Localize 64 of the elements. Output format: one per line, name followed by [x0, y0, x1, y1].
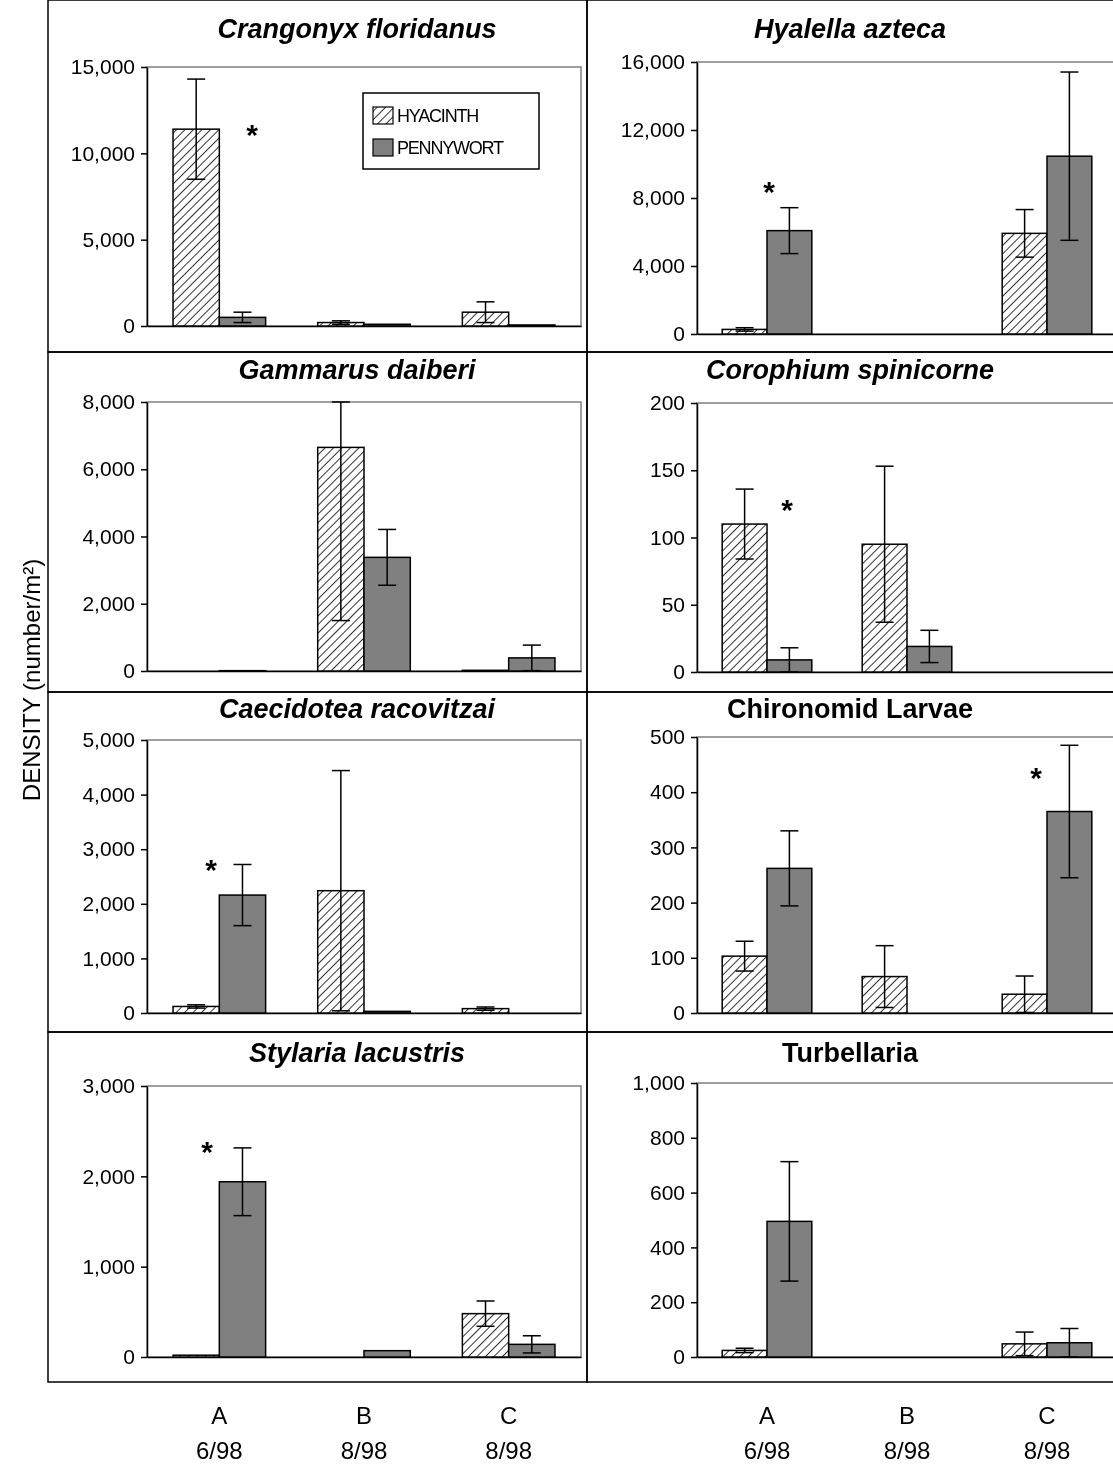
y-tick-label: 4,000 — [632, 254, 685, 278]
y-tick-label: 2,000 — [82, 591, 135, 615]
x-tick-label: C 8/98 — [485, 1402, 533, 1464]
y-tick-label: 1,000 — [82, 946, 135, 970]
y-tick-label: 0 — [123, 1001, 135, 1025]
x-tick-label: C 8/98 — [1023, 1402, 1071, 1464]
chart-title: Stylaria lacustris — [248, 1038, 466, 1068]
y-tick-label: 0 — [123, 1345, 135, 1369]
y-tick-label: 0 — [673, 660, 685, 684]
chart-title: Hyalella azteca — [753, 14, 947, 44]
annotation: * — [205, 853, 218, 886]
annotation: * — [1030, 761, 1043, 794]
y-tick-label: 500 — [649, 725, 685, 749]
x-tick-label: A 6/98 — [743, 1402, 791, 1464]
y-tick-label: 2,000 — [82, 892, 135, 916]
y-tick-label: 15,000 — [70, 55, 135, 79]
y-tick-label: 200 — [649, 1290, 685, 1314]
chart-title: Corophium spinicorne — [705, 355, 995, 385]
y-tick-label: 0 — [673, 1345, 685, 1369]
y-tick-label: 400 — [649, 780, 685, 804]
annotation: * — [246, 118, 259, 151]
y-tick-label: 200 — [649, 890, 685, 914]
y-tick-label: 0 — [673, 1001, 685, 1025]
chart-title: Gammarus daiberi — [238, 355, 477, 385]
x-tick-label: A 6/98 — [195, 1402, 243, 1464]
y-tick-label: 600 — [649, 1180, 685, 1204]
y-tick-label: 5,000 — [82, 227, 135, 251]
y-tick-label: 10,000 — [70, 141, 135, 165]
y-tick-label: 150 — [649, 458, 685, 482]
y-tick-label: 6,000 — [82, 457, 135, 481]
y-tick-label: 400 — [649, 1235, 685, 1259]
y-tick-label: 4,000 — [82, 782, 135, 806]
chart-title: Crangonyx floridanus — [217, 14, 497, 44]
y-tick-label: 0 — [673, 322, 685, 346]
y-tick-label: 100 — [649, 525, 685, 549]
y-tick-label: 2,000 — [82, 1164, 135, 1188]
y-tick-label: 1,000 — [82, 1254, 135, 1278]
x-tick-label: B 8/98 — [883, 1402, 931, 1464]
annotation: * — [763, 175, 776, 208]
y-tick-label: 1,000 — [632, 1071, 685, 1095]
y-tick-label: 50 — [661, 592, 685, 616]
y-tick-label: 4,000 — [82, 524, 135, 548]
annotation: * — [201, 1135, 214, 1168]
legend-label: HYACINTH — [397, 106, 479, 126]
y-tick-label: 0 — [123, 659, 135, 683]
y-tick-label: 12,000 — [620, 118, 685, 142]
y-axis-title: DENSITY (number/m²) — [18, 558, 45, 802]
legend-label: PENNYWORT — [397, 138, 505, 158]
y-tick-label: 8,000 — [632, 186, 685, 210]
annotation: * — [781, 493, 794, 526]
y-tick-label: 200 — [649, 391, 685, 415]
y-tick-label: 3,000 — [82, 837, 135, 861]
chart-title: Turbellaria — [781, 1038, 919, 1068]
y-tick-label: 3,000 — [82, 1074, 135, 1098]
y-tick-label: 5,000 — [82, 728, 135, 752]
x-tick-label: B 8/98 — [340, 1402, 388, 1464]
y-tick-label: 16,000 — [620, 50, 685, 74]
y-tick-label: 0 — [123, 314, 135, 338]
y-tick-label: 8,000 — [82, 390, 135, 414]
chart-title: Caecidotea racovitzai — [218, 694, 496, 724]
chart-title: Chironomid Larvae — [726, 694, 974, 724]
y-tick-label: 800 — [649, 1126, 685, 1150]
y-tick-label: 100 — [649, 946, 685, 970]
y-tick-label: 300 — [649, 835, 685, 859]
